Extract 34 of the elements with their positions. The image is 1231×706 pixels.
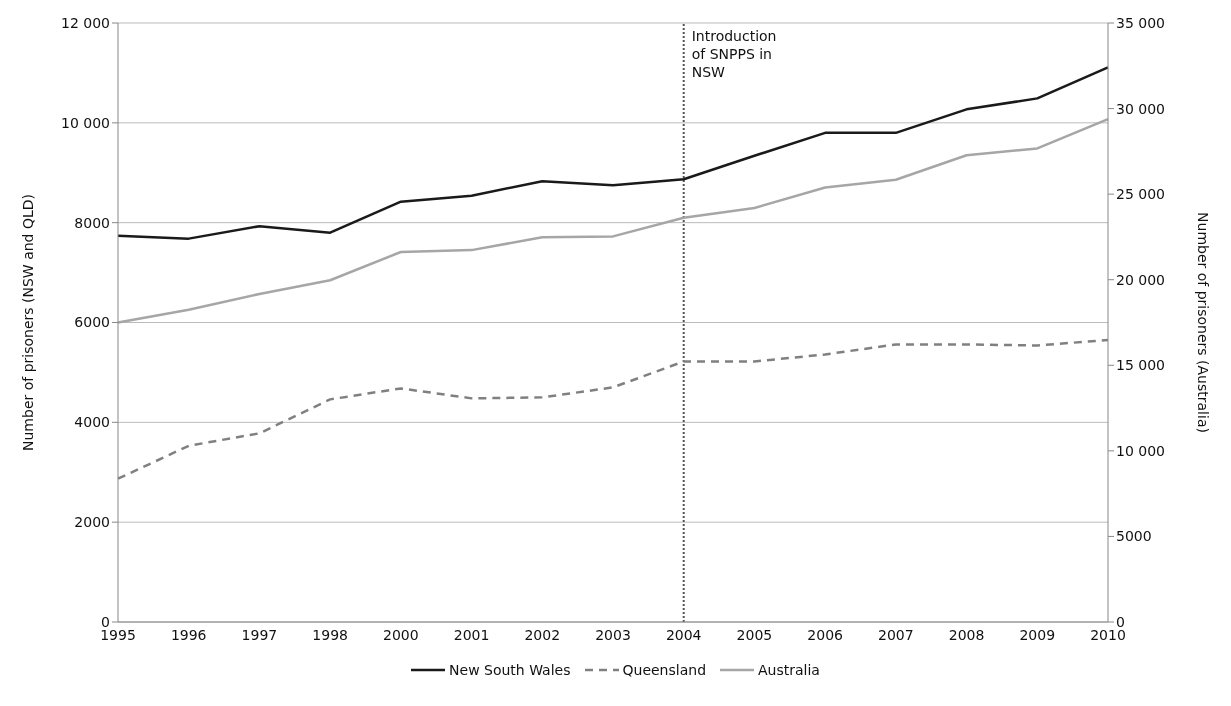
ref-line-label: Introduction of SNPPS in NSW: [691, 28, 777, 80]
y2-tick-label: 35 000: [1116, 14, 1165, 31]
x-tick-label: 2006: [807, 626, 844, 643]
y2-tick-label: 5000: [1116, 528, 1152, 545]
y-tick-label: 4000: [74, 414, 110, 431]
legend-label: New South Wales: [449, 662, 571, 678]
y2-axis-title: Number of prisoners (Australia): [1195, 212, 1212, 433]
x-tick-label: 2008: [948, 626, 985, 643]
x-tick-label: 2001: [453, 626, 490, 643]
y2-tick-label: 10 000: [1116, 442, 1165, 459]
x-tick-label: 2004: [665, 626, 702, 643]
y2-tick-label: 30 000: [1116, 100, 1165, 117]
y-tick-label: 6000: [74, 314, 110, 331]
x-tick-label: 1998: [312, 626, 348, 643]
line-series: [116, 66, 1110, 240]
x-tick-label: 1996: [170, 626, 207, 643]
y2-tick-label: 25 000: [1116, 186, 1165, 203]
x-tick-label: 2000: [383, 626, 419, 643]
legend-label: Queensland: [622, 662, 707, 678]
legend-label: Australia: [758, 662, 820, 678]
x-tick-label: 2003: [595, 626, 631, 643]
x-tick-label: 2002: [524, 626, 561, 643]
y2-tick-label: 15 000: [1116, 357, 1165, 374]
x-tick-label: 2007: [878, 626, 914, 643]
x-tick-label: 2009: [1019, 626, 1056, 643]
y-tick-label: 12 000: [61, 14, 110, 31]
y-tick-label: 8000: [74, 214, 110, 231]
line-series: [116, 117, 1110, 324]
y-axis-title: Number of prisoners (NSW and QLD): [19, 194, 36, 451]
y-tick-label: 2000: [74, 514, 110, 531]
y-tick-label: 10 000: [61, 114, 110, 131]
y2-tick-label: 20 000: [1116, 271, 1165, 288]
x-tick-label: 1997: [241, 626, 278, 643]
x-tick-label: 2005: [736, 626, 773, 643]
